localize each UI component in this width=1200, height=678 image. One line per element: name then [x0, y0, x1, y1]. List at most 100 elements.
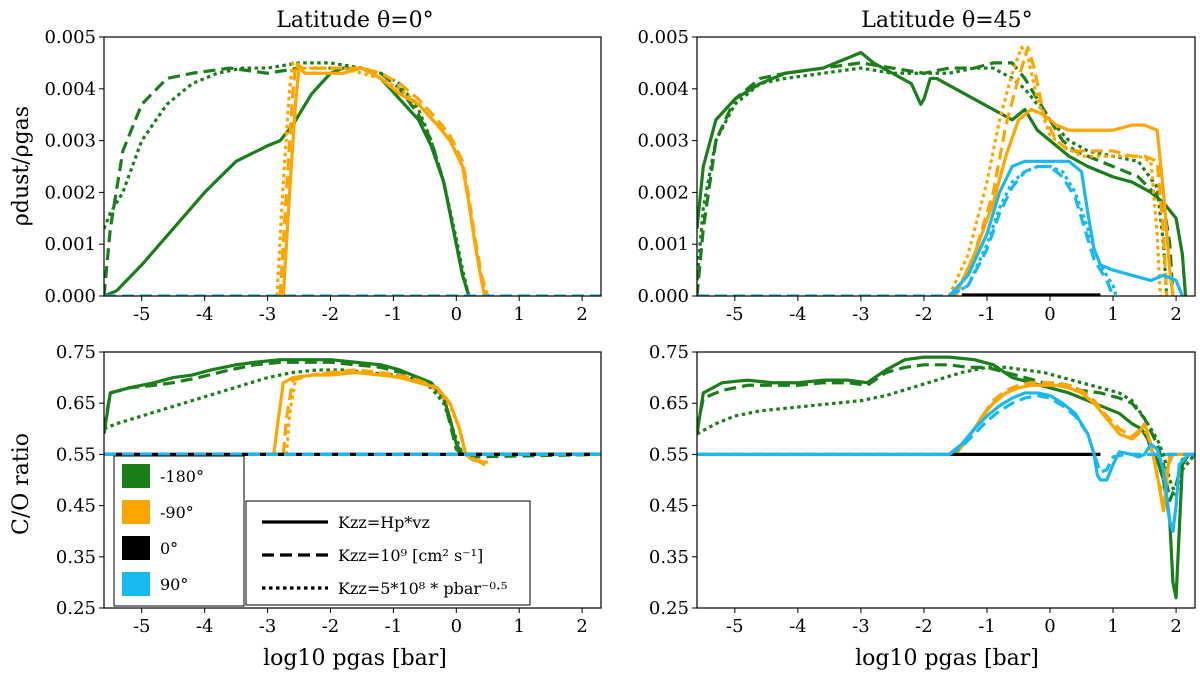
ytick: 0.002	[637, 182, 697, 203]
ytick-label: 0.75	[649, 342, 689, 363]
xtick: 2	[1170, 608, 1182, 637]
xtick: 2	[576, 608, 588, 637]
ytick: 0.75	[649, 342, 697, 363]
legend-swatch	[122, 500, 150, 524]
series-top-right--180deg-solid	[697, 50, 1188, 296]
series-bottom-left--90deg-solid	[104, 370, 488, 464]
ytick: 0.005	[44, 27, 104, 48]
ytick-label: 0.25	[56, 598, 96, 619]
ytick-label: 0.003	[44, 131, 96, 152]
series-bottom-right-90deg-dashed	[697, 393, 1195, 474]
ytick: 0.25	[649, 598, 697, 619]
ytick: 0.25	[56, 598, 104, 619]
ytick-label: 0.55	[56, 444, 96, 465]
series-group	[697, 45, 1188, 296]
xtick: -4	[789, 608, 807, 637]
xtick: 1	[513, 296, 525, 325]
series-bottom-right-90deg-solid	[697, 391, 1195, 533]
xtick: -3	[852, 608, 870, 637]
series-bottom-right--90deg-solid	[697, 383, 1195, 513]
xtick: 0	[1044, 296, 1056, 325]
xtick-label: -4	[789, 616, 807, 637]
series-group	[104, 358, 601, 467]
panel-top-left: 0.000 0.001 0.002 0.003 0.004 0.005 -5 -4 -3 -2 -1…	[44, 27, 602, 325]
xtick-label: -5	[726, 304, 744, 325]
series-top-right--180deg-dotted	[697, 66, 1169, 296]
series-bottom-right--180deg-dashed	[697, 363, 1195, 503]
xtick: -2	[322, 296, 339, 325]
series-bottom-left--90deg-dotted	[104, 370, 488, 464]
xtick: -4	[196, 296, 214, 325]
xtick: -5	[133, 608, 151, 637]
legend-styles: Kzz=Hp*vz Kzz=10⁹ [cm² s⁻¹] Kzz=5*10⁸ * pb…	[245, 500, 531, 606]
axes-frame	[103, 351, 602, 609]
series-top-right--90deg-solid	[954, 107, 1175, 296]
xtick: 1	[1107, 296, 1119, 325]
ytick-label: 0.35	[56, 547, 96, 568]
xtick-label: -4	[196, 304, 214, 325]
xtick-label: -2	[915, 304, 933, 325]
ytick: 0.004	[637, 79, 697, 100]
xtick-label: 1	[513, 616, 524, 637]
xtick-label: -2	[322, 616, 340, 637]
xtick: 2	[1170, 296, 1182, 325]
xtick-label: -1	[978, 304, 996, 325]
xtick: -2	[915, 608, 933, 637]
xtick: -3	[852, 296, 870, 325]
xtick: -1	[978, 608, 996, 637]
ylabel-top-left: ρdust/ρgas	[9, 106, 34, 226]
series-group	[104, 61, 601, 296]
series-bottom-left--180deg-dashed	[104, 360, 601, 459]
xtick: -2	[915, 296, 933, 325]
legend-swatch	[122, 536, 150, 560]
xtick: -5	[726, 296, 744, 325]
xtick: -3	[259, 296, 277, 325]
xtick-label: -5	[133, 616, 151, 637]
series-top-right-90deg-dotted	[948, 164, 1118, 296]
ytick: 0.000	[637, 286, 697, 307]
xtick-label: -4	[196, 616, 214, 637]
xtick: 0	[451, 608, 462, 637]
ytick-label: 0.75	[56, 342, 96, 363]
xtick: 2	[576, 296, 588, 325]
ytick-label: 0.001	[637, 234, 689, 255]
ytick-label: 0.35	[649, 547, 689, 568]
ytick: 0.65	[649, 393, 697, 414]
ytick-label: 0.003	[637, 131, 689, 152]
title-top-right: Latitude θ=45°	[861, 8, 1032, 33]
ytick-label: 0.45	[649, 496, 689, 517]
series-bottom-right--180deg-solid	[697, 355, 1195, 600]
xtick-label: -3	[259, 304, 277, 325]
series-bottom-right--90deg-dashed	[697, 381, 1195, 492]
legend-color-label: 90°	[160, 575, 188, 594]
xtick: -1	[385, 608, 402, 637]
legend-color-label: 0°	[160, 539, 178, 558]
ylabel-bottom-left: C/O ratio	[9, 433, 34, 535]
ytick-label: 0.004	[637, 79, 689, 100]
ytick: 0.35	[56, 547, 104, 568]
panel-bottom-right: 0.25 0.35 0.45 0.55 0.65 0.75 -5 -4 -3 -2 -1 0 1 2	[649, 342, 1196, 637]
xlabel-bottom-right: log10 pgas [bar]	[855, 646, 1039, 671]
series-bottom-left--180deg-dotted	[104, 368, 601, 456]
xtick-label: -5	[133, 304, 151, 325]
legend-style-label: Kzz=5*10⁸ * pbar⁻⁰·⁵	[338, 579, 507, 598]
ytick: 0.45	[56, 496, 104, 517]
panel-bottom-left: 0.25 0.35 0.45 0.55 0.65 0.75 -5 -4 -3 -2 -1 0 1 2	[56, 342, 602, 637]
xtick-label: -3	[852, 304, 870, 325]
xtick-label: -3	[259, 616, 277, 637]
xtick: 0	[1044, 608, 1056, 637]
panel-top-right: 0.000 0.001 0.002 0.003 0.004 0.005 -5 -4 -3 -2 -1…	[637, 27, 1196, 325]
xtick: -1	[978, 296, 996, 325]
ytick: 0.003	[44, 131, 104, 152]
title-top-left: Latitude θ=0°	[276, 8, 433, 33]
xtick-label: 0	[451, 304, 462, 325]
xtick-label: 2	[1170, 616, 1181, 637]
xtick: 1	[513, 608, 525, 637]
ytick: 0.55	[649, 444, 697, 465]
xtick-label: -4	[789, 304, 807, 325]
xtick: -2	[322, 608, 340, 637]
series-bottom-left--90deg-dashed	[104, 368, 488, 467]
xtick: -4	[789, 296, 807, 325]
ytick-label: 0.002	[637, 182, 689, 203]
